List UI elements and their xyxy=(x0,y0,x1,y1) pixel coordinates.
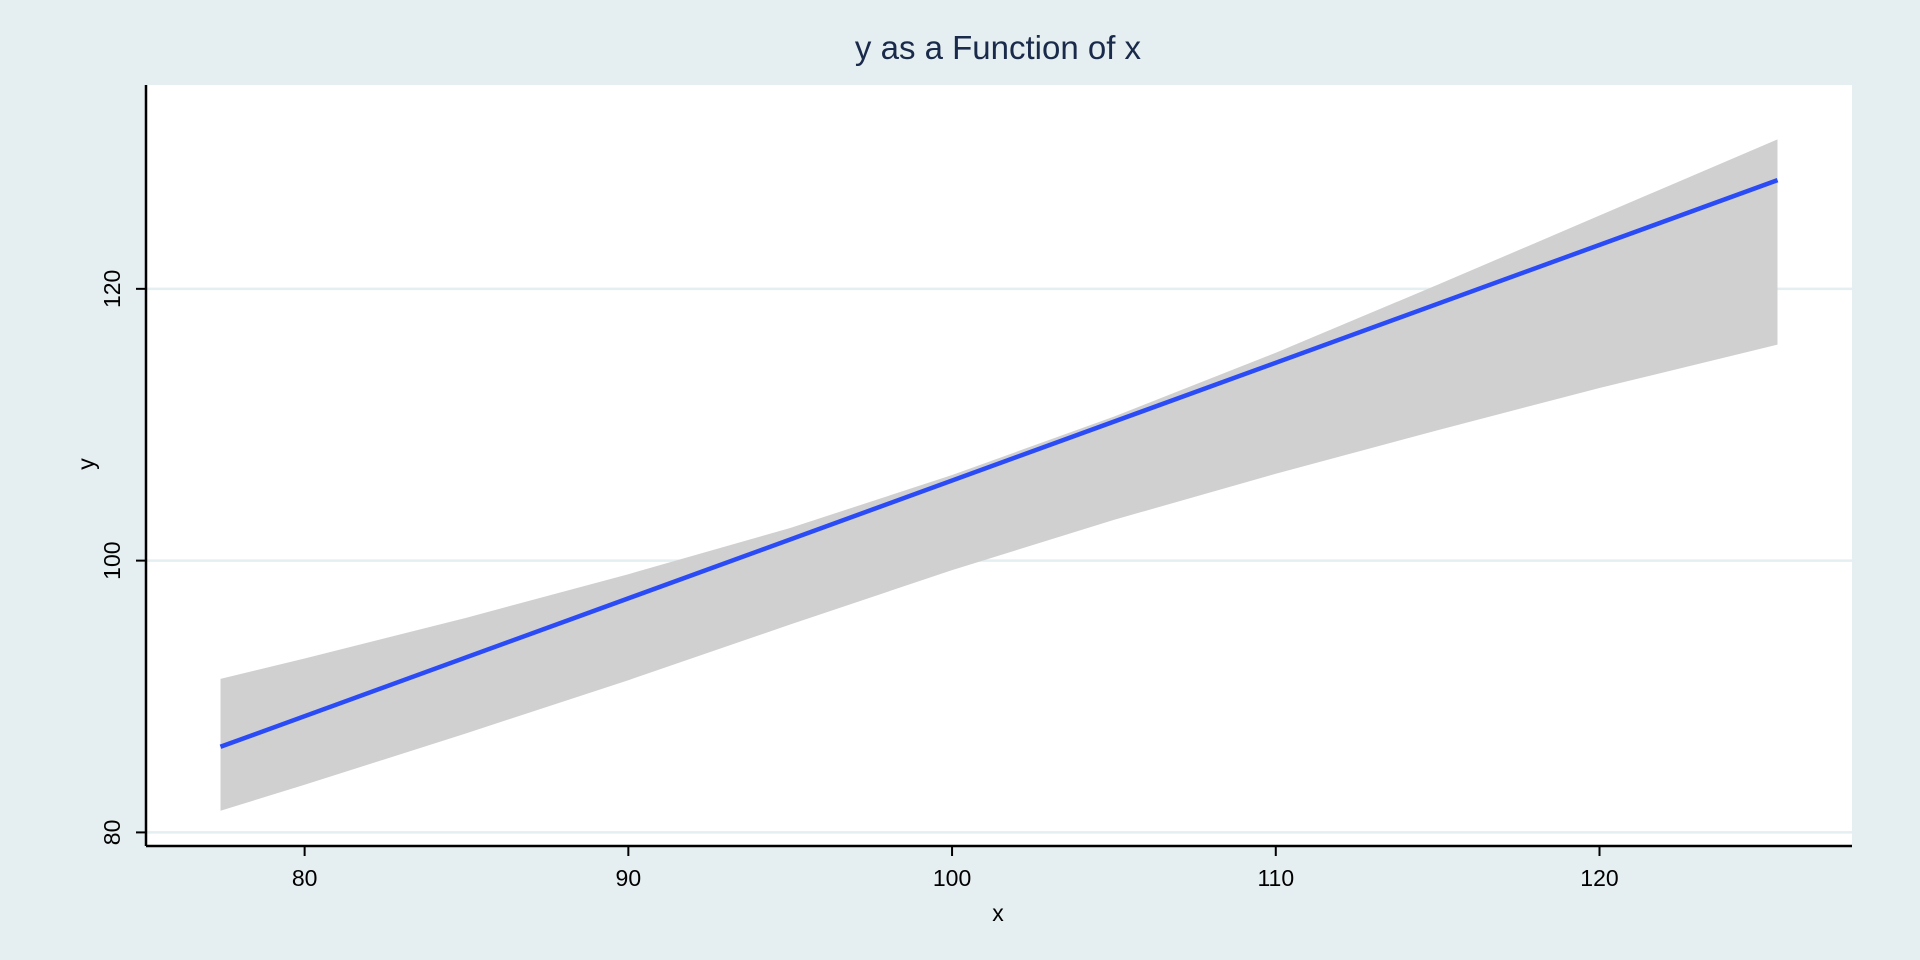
x-tick-label-110: 110 xyxy=(1257,865,1294,891)
y-axis-ticks: 80 100 120 xyxy=(99,270,146,846)
y-tick-label-100: 100 xyxy=(99,541,125,579)
chart-title: y as a Function of x xyxy=(855,29,1142,66)
confidence-band xyxy=(220,139,1778,811)
x-tick-label-100: 100 xyxy=(933,865,971,891)
x-axis-ticks: 80 90 100 110 120 xyxy=(292,846,1619,891)
y-tick-label-120: 120 xyxy=(99,270,125,308)
fitted-line xyxy=(219,178,1779,749)
x-tick-label-80: 80 xyxy=(292,865,318,891)
x-tick-label-90: 90 xyxy=(616,865,642,891)
x-tick-label-120: 120 xyxy=(1580,865,1618,891)
y-tick-label-80: 80 xyxy=(99,820,125,846)
y-axis-label: y xyxy=(73,458,99,470)
x-axis-label: x xyxy=(992,900,1004,926)
